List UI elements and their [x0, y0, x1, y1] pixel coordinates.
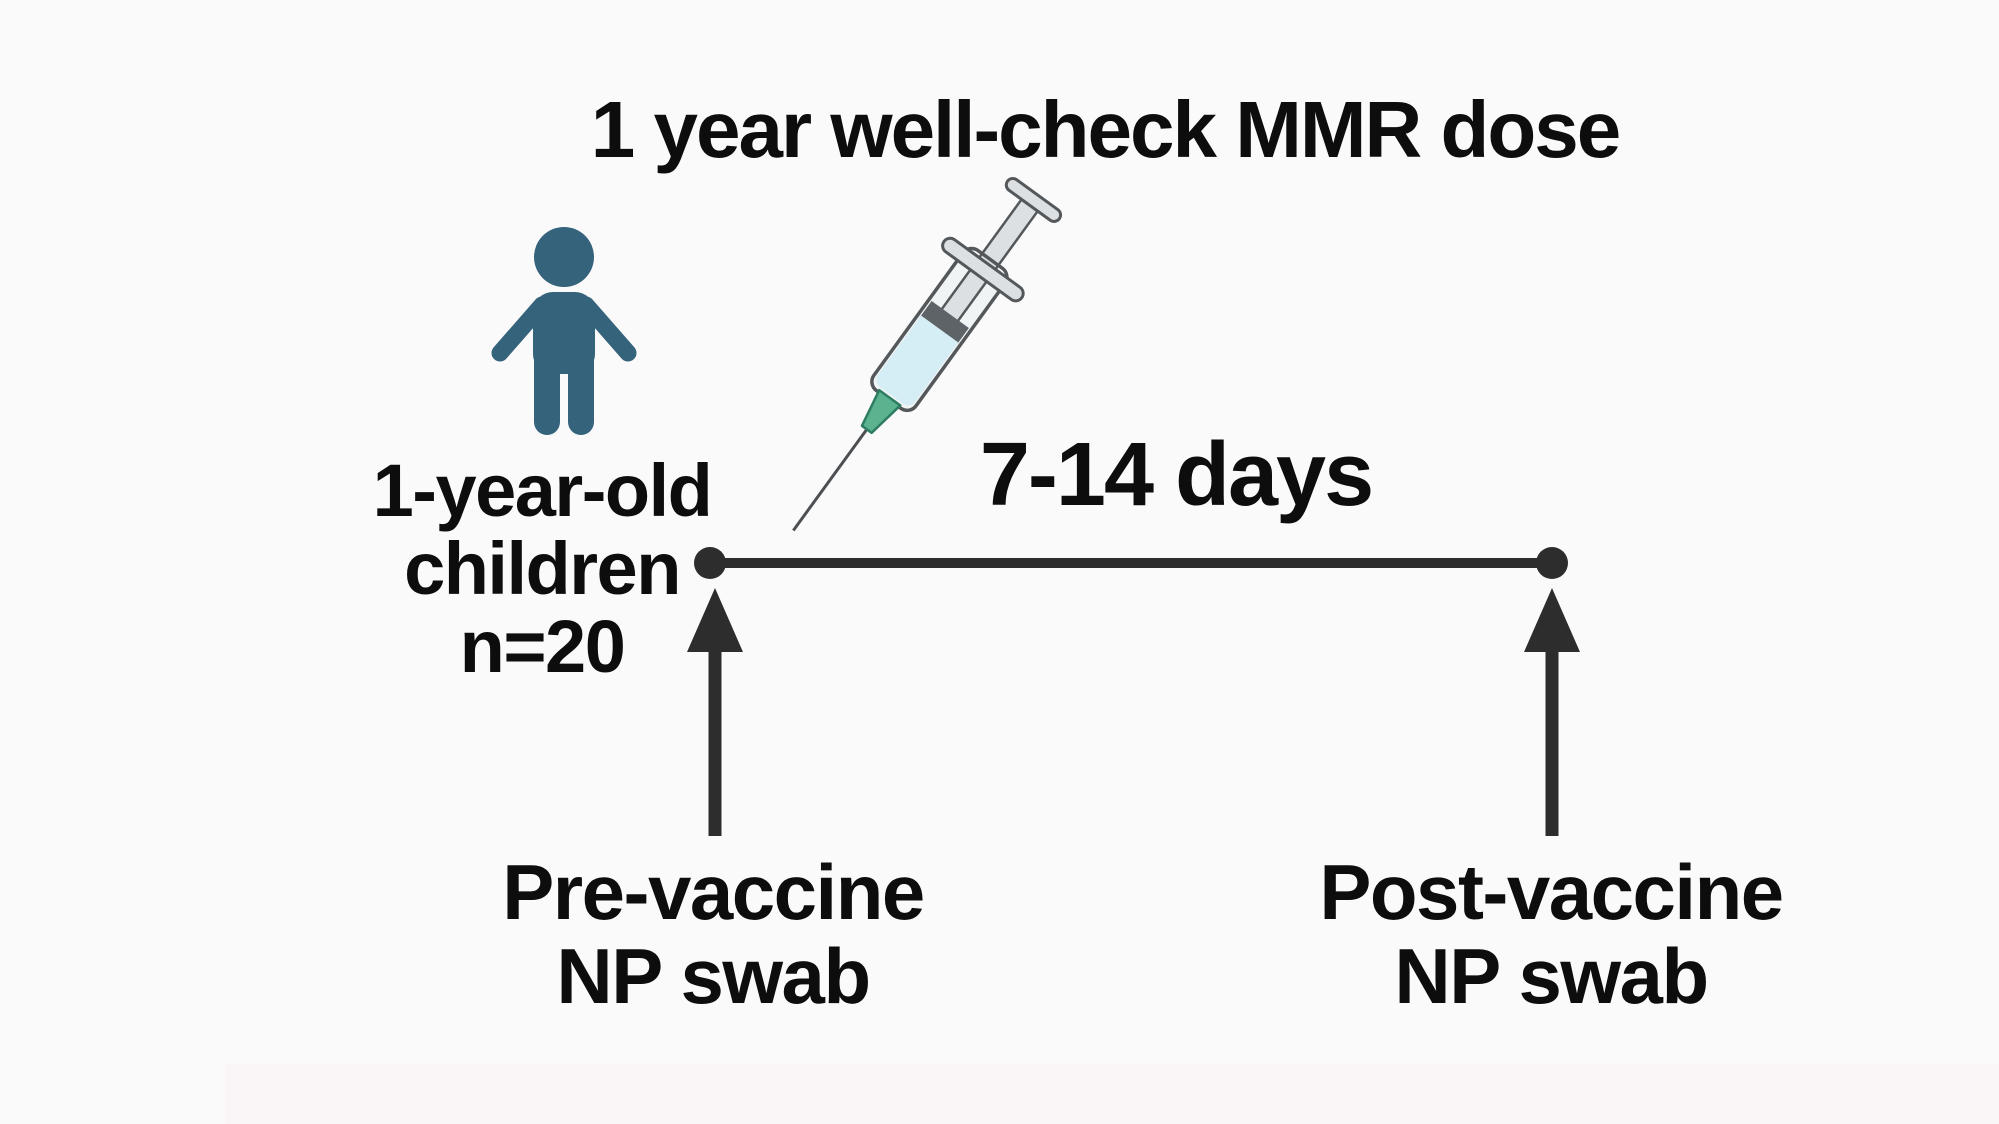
cohort-label: 1-year-old children n=20 [292, 452, 792, 686]
child-icon [491, 227, 637, 435]
pre-vaccine-label: Pre-vaccine NP swab [453, 850, 973, 1018]
cohort-line-3: n=20 [459, 605, 626, 688]
bottom-strip [225, 1064, 1999, 1124]
interval-label: 7-14 days [979, 425, 1374, 525]
cohort-line-2: children [404, 527, 681, 610]
timeline-end-dot [1536, 547, 1568, 579]
pre-vaccine-line-2: NP swab [556, 932, 871, 1020]
arrow-up-icon [687, 588, 743, 836]
figure-title: 1 year well-check MMR dose [590, 85, 1621, 174]
post-vaccine-label: Post-vaccine NP swab [1291, 850, 1811, 1018]
syringe-icon [792, 176, 1063, 532]
timeline-start-dot [694, 547, 726, 579]
post-vaccine-line-2: NP swab [1394, 932, 1709, 1020]
timeline-line [710, 558, 1552, 568]
arrow-up-icon [1524, 588, 1580, 836]
cohort-line-1: 1-year-old [372, 449, 713, 532]
post-vaccine-line-1: Post-vaccine [1319, 848, 1784, 936]
pre-vaccine-line-1: Pre-vaccine [502, 848, 925, 936]
